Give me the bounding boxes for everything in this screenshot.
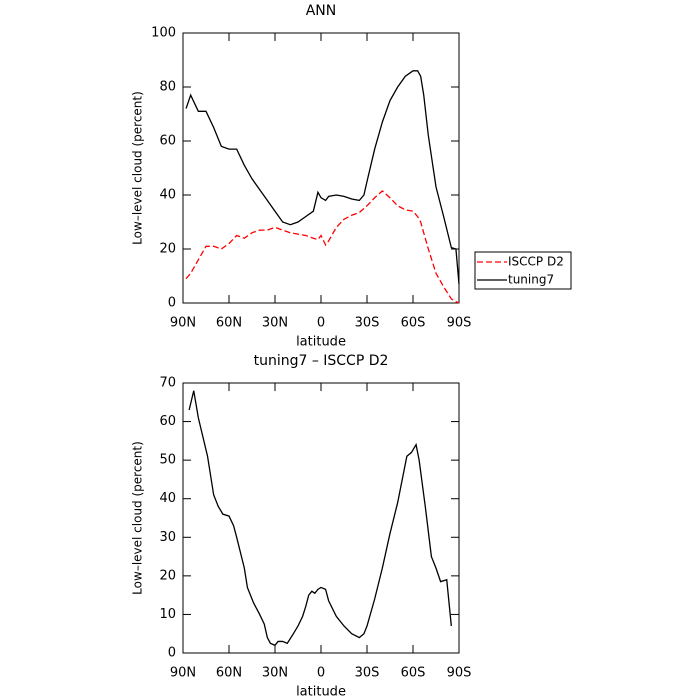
x-tick-label: 0 — [317, 666, 325, 681]
y-tick-label: 60 — [159, 414, 176, 429]
series-line — [188, 390, 452, 647]
x-tick-label: 60S — [401, 666, 426, 681]
x-axis-label: latitude — [296, 685, 346, 700]
y-tick-label: 0 — [168, 646, 176, 661]
x-tick-label: 60N — [216, 666, 242, 681]
x-axis-label: latitude — [296, 335, 346, 350]
series-line — [185, 190, 460, 304]
legend-label: ISCCP D2 — [508, 255, 564, 269]
y-tick-label: 40 — [159, 491, 176, 506]
x-tick-label: 90N — [170, 316, 196, 331]
y-tick-label: 20 — [159, 568, 176, 583]
y-tick-label: 10 — [159, 607, 176, 622]
x-tick-label: 0 — [317, 316, 325, 331]
x-tick-label: 90S — [447, 666, 472, 681]
y-axis-label: Low–level cloud (percent) — [131, 91, 145, 245]
legend-label: tuning7 — [508, 273, 554, 287]
plot-frame — [182, 382, 460, 654]
y-axis-label: Low–level cloud (percent) — [131, 441, 145, 595]
y-tick-label: 50 — [159, 453, 176, 468]
legend-box — [474, 251, 572, 290]
y-tick-label: 100 — [151, 26, 176, 41]
y-tick-label: 40 — [159, 188, 176, 203]
x-tick-label: 90S — [447, 316, 472, 331]
x-tick-label: 90N — [170, 666, 196, 681]
x-tick-label: 30N — [262, 666, 288, 681]
y-tick-label: 0 — [168, 296, 176, 311]
y-tick-label: 60 — [159, 134, 176, 149]
y-tick-label: 30 — [159, 530, 176, 545]
x-tick-label: 30N — [262, 316, 288, 331]
plot-frame — [182, 32, 460, 304]
y-tick-label: 20 — [159, 242, 176, 257]
x-tick-label: 60S — [401, 316, 426, 331]
chart-title: tuning7 – ISCCP D2 — [254, 353, 389, 369]
chart-title: ANN — [306, 3, 337, 19]
y-tick-label: 70 — [159, 376, 176, 391]
x-tick-label: 60N — [216, 316, 242, 331]
x-tick-label: 30S — [355, 316, 380, 331]
y-tick-label: 80 — [159, 80, 176, 95]
x-tick-label: 30S — [355, 666, 380, 681]
series-line — [185, 70, 460, 285]
